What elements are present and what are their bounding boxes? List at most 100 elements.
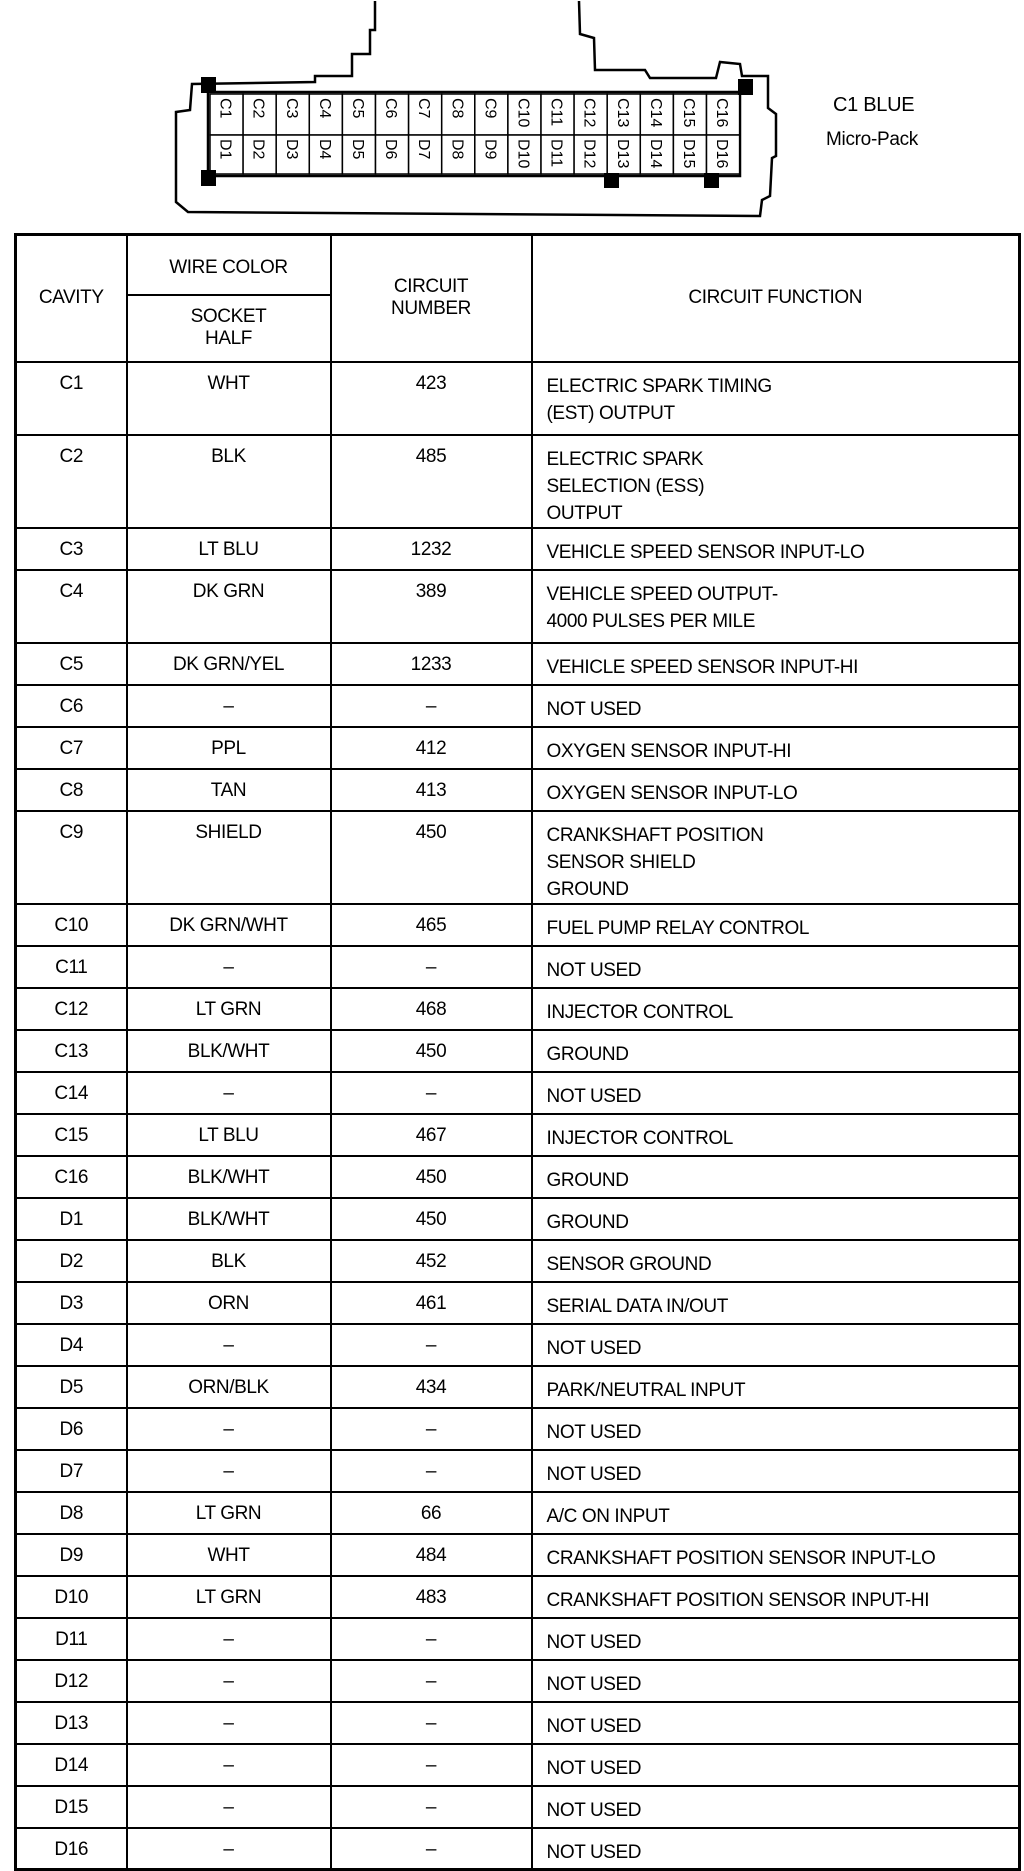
cavity-label: C7: [415, 98, 432, 119]
circuit-function-cell: OXYGEN SENSOR INPUT-LO: [530, 767, 1021, 812]
connector-name: C1 BLUE: [833, 94, 915, 116]
cavity-cell: [341, 134, 377, 175]
circuit-function-cell: SERIAL DATA IN/OUT: [530, 1280, 1021, 1325]
circuit-number-cell: 467: [329, 1112, 533, 1157]
circuit-number-cell: –: [329, 1616, 533, 1661]
circuit-function-cell: CRANKSHAFT POSITION SENSOR INPUT-LO: [530, 1532, 1021, 1577]
wire-color-cell: –: [125, 944, 332, 989]
cavity-label: C6: [382, 98, 399, 119]
table-row: D8 LT GRN 66 A/C ON INPUT: [14, 1490, 1021, 1535]
cavity-label: C10: [514, 98, 531, 127]
wire-color-cell: LT GRN: [125, 1490, 332, 1535]
cavity-cell: [440, 93, 476, 136]
cavity-label: D11: [548, 139, 565, 167]
header-circuit-number: CIRCUIT NUMBER: [329, 233, 533, 363]
cavity-cell: [507, 134, 542, 175]
circuit-function-cell: VEHICLE SPEED SENSOR INPUT-HI: [530, 641, 1021, 686]
circuit-function-cell: CRANKSHAFT POSITION SENSOR SHIELD GROUND: [530, 809, 1021, 905]
cavity-label: C14: [647, 98, 664, 127]
circuit-function-cell: NOT USED: [530, 1826, 1021, 1871]
cavity-cell: D13: [14, 1700, 128, 1745]
circuit-function-cell: SENSOR GROUND: [530, 1238, 1021, 1283]
wire-color-cell: –: [125, 1616, 332, 1661]
table-row: D9 WHT 484 CRANKSHAFT POSITION SENSOR INPUT…: [14, 1532, 1021, 1577]
wire-color-cell: LT GRN: [125, 1574, 332, 1619]
cavity-cell: C14: [14, 1070, 128, 1115]
cavity-cell: D4: [14, 1322, 128, 1367]
cavity-cell: [474, 134, 509, 175]
cavity-cell: C7: [14, 725, 128, 770]
cavity-cell: [474, 93, 509, 136]
wire-color-cell: –: [125, 1658, 332, 1703]
circuit-function-cell: NOT USED: [530, 1742, 1021, 1787]
circuit-function-cell: PARK/NEUTRAL INPUT: [530, 1364, 1021, 1409]
cavity-cell: [573, 134, 608, 175]
wire-color-cell: WHT: [125, 1532, 332, 1577]
wire-color-cell: BLK/WHT: [125, 1154, 332, 1199]
table-row: C4 DK GRN 389 VEHICLE SPEED OUTPUT-4000 PUL…: [14, 568, 1021, 644]
cavity-cell: D15: [14, 1784, 128, 1829]
pinout-table: CAVITY WIRE COLOR CIRCUIT NUMBER CIRCUIT…: [14, 233, 1021, 1871]
table-row: C16 BLK/WHT 450 GROUND: [14, 1154, 1021, 1199]
cavity-cell: C3: [14, 526, 128, 571]
cavity-cell: [242, 134, 277, 175]
wire-color-cell: SHIELD: [125, 809, 332, 905]
table-row: C7 PPL 412 OXYGEN SENSOR INPUT-HI: [14, 725, 1021, 770]
table-row: D14– – NOT USED: [14, 1742, 1021, 1787]
circuit-number-cell: 450: [329, 1028, 533, 1073]
circuit-number-cell: 461: [329, 1280, 533, 1325]
wire-color-cell: DK GRN/YEL: [125, 641, 332, 686]
cavity-label: D14: [647, 139, 664, 168]
latch-tab-top-right: [738, 79, 753, 95]
table-row: D12– – NOT USED: [14, 1658, 1021, 1703]
table-header-row: CAVITY WIRE COLOR CIRCUIT NUMBER CIRCUIT…: [14, 233, 1021, 363]
circuit-function-cell: NOT USED: [530, 1700, 1021, 1745]
table-row: C15 LT BLU 467 INJECTOR CONTROL: [14, 1112, 1021, 1157]
table-row: C11– – NOT USED: [14, 944, 1021, 989]
cavity-cell: D16: [14, 1826, 128, 1871]
table-row: C10 DK GRN/WHT 465 FUEL PUMP RELAY CONTROL: [14, 902, 1021, 947]
circuit-number-cell: 450: [329, 1196, 533, 1241]
cavity-cell: D2: [14, 1238, 128, 1283]
circuit-number-cell: –: [329, 683, 533, 728]
header-socket-half: SOCKET HALF: [125, 293, 332, 363]
circuit-number-cell: 465: [329, 902, 533, 947]
cavity-label: D4: [316, 139, 333, 160]
circuit-number-cell: –: [329, 1784, 533, 1829]
wire-color-cell: ORN/BLK: [125, 1364, 332, 1409]
cavity-cell: C9: [14, 809, 128, 905]
cavity-cell: [308, 134, 344, 175]
cavity-cell: D8: [14, 1490, 128, 1535]
cavity-label: C11: [548, 98, 565, 126]
table-row: C13 BLK/WHT 450 GROUND: [14, 1028, 1021, 1073]
circuit-number-cell: 468: [329, 986, 533, 1031]
cavity-cell: [540, 93, 575, 136]
circuit-function-cell: NOT USED: [530, 1070, 1021, 1115]
cavity-label: D5: [349, 139, 366, 160]
cavity-label: D8: [448, 139, 465, 160]
cavity-cell: C1: [14, 360, 128, 436]
header-wire-color: WIRE COLOR: [125, 233, 332, 296]
cavity-cell: [639, 93, 675, 136]
cavity-cell: D14: [14, 1742, 128, 1787]
cavity-cell: D6: [14, 1406, 128, 1451]
table-row: D13– – NOT USED: [14, 1700, 1021, 1745]
table-row: D3 ORN 461 SERIAL DATA IN/OUT: [14, 1280, 1021, 1325]
cavity-cell: C10: [14, 902, 128, 947]
circuit-number-cell: –: [329, 1826, 533, 1871]
cavity-label: C8: [448, 98, 465, 119]
table-row: D6– – NOT USED: [14, 1406, 1021, 1451]
wire-color-cell: BLK/WHT: [125, 1028, 332, 1073]
circuit-function-cell: ELECTRIC SPARK TIMING (EST) OUTPUT: [530, 360, 1021, 436]
circuit-number-cell: 483: [329, 1574, 533, 1619]
circuit-number-cell: 1232: [329, 526, 533, 571]
latch-tab-bottom-right: [704, 173, 719, 188]
table-row: C3 LT BLU 1232 VEHICLE SPEED SENSOR INPUT-L…: [14, 526, 1021, 571]
circuit-number-cell: –: [329, 1070, 533, 1115]
cavity-cell: D7: [14, 1448, 128, 1493]
cavity-cell: [275, 93, 311, 136]
header-circuit-function: CIRCUIT FUNCTION: [530, 233, 1021, 363]
latch-tab-top-left: [201, 77, 216, 93]
table-row: D16– – NOT USED: [14, 1826, 1021, 1871]
circuit-number-cell: –: [329, 1448, 533, 1493]
